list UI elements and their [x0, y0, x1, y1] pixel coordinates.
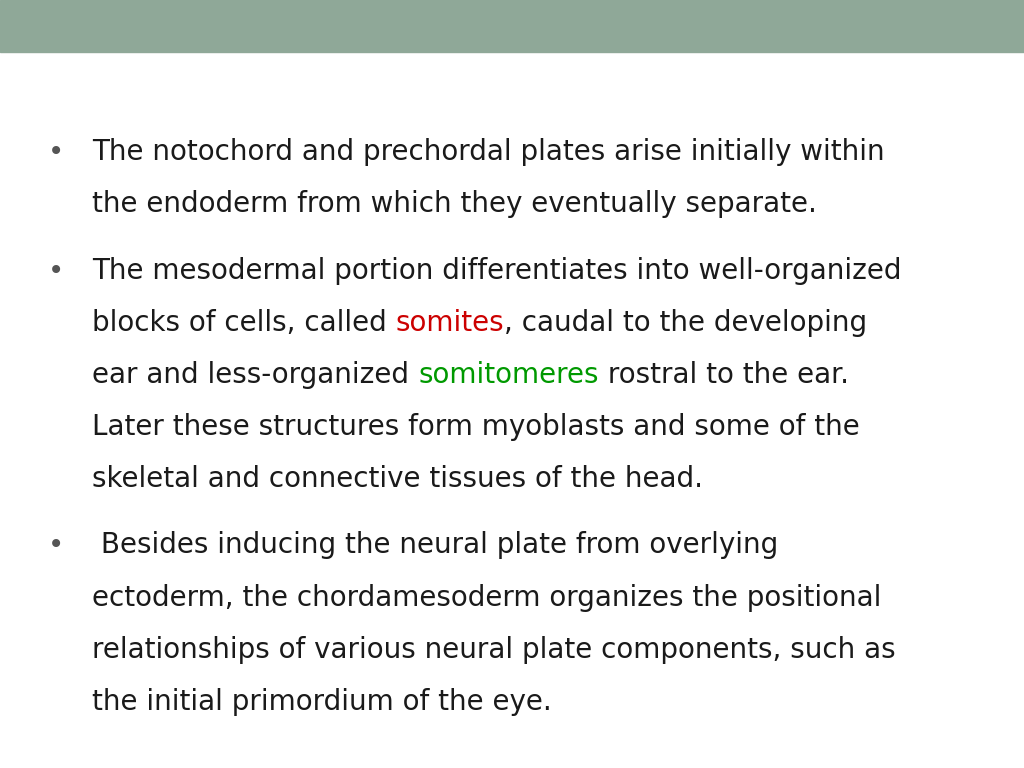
Text: somitomeres: somitomeres — [418, 361, 599, 389]
Text: blocks of cells, called: blocks of cells, called — [92, 309, 396, 336]
Text: the endoderm from which they eventually separate.: the endoderm from which they eventually … — [92, 190, 817, 218]
Text: the initial primordium of the eye.: the initial primordium of the eye. — [92, 688, 552, 716]
Text: Later these structures form myoblasts and some of the: Later these structures form myoblasts an… — [92, 413, 860, 441]
Text: rostral to the ear.: rostral to the ear. — [599, 361, 849, 389]
Text: •: • — [48, 257, 65, 284]
Text: , caudal to the developing: , caudal to the developing — [505, 309, 867, 336]
Text: ear and less-organized: ear and less-organized — [92, 361, 418, 389]
Text: ectoderm, the chordamesoderm organizes the positional: ectoderm, the chordamesoderm organizes t… — [92, 584, 882, 611]
Text: relationships of various neural plate components, such as: relationships of various neural plate co… — [92, 636, 896, 664]
Text: skeletal and connective tissues of the head.: skeletal and connective tissues of the h… — [92, 465, 703, 493]
Text: Besides inducing the neural plate from overlying: Besides inducing the neural plate from o… — [92, 531, 778, 559]
Text: •: • — [48, 138, 65, 166]
Bar — [0, 0, 1024, 52]
Text: The mesodermal portion differentiates into well-organized: The mesodermal portion differentiates in… — [92, 257, 902, 284]
Text: somites: somites — [396, 309, 505, 336]
Text: The notochord and prechordal plates arise initially within: The notochord and prechordal plates aris… — [92, 138, 885, 166]
Text: •: • — [48, 531, 65, 559]
